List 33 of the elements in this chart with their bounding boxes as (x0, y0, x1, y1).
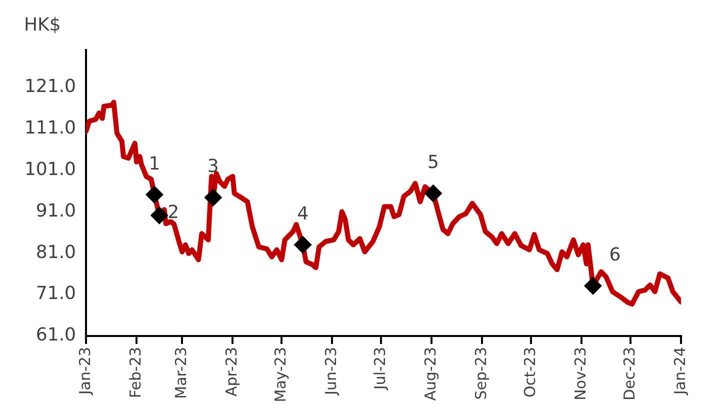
x-tick-label: Feb-23 (126, 347, 144, 398)
x-tick-label: Jun-23 (322, 347, 340, 396)
point (424, 184, 442, 202)
annotation: 3 (207, 156, 219, 178)
point (204, 188, 222, 207)
annotation: 2 (168, 202, 180, 224)
x-tick-label: Dec-23 (620, 347, 638, 401)
annotation: 1 (148, 153, 160, 174)
y-tick-label: 61.0 (36, 324, 76, 346)
x-tick-label: Apr-23 (222, 347, 241, 396)
y-tick-label: 111.0 (24, 117, 76, 138)
annotation: 6 (609, 244, 621, 266)
annotation: 5 (427, 152, 439, 174)
y-tick-label: 81.0 (36, 242, 76, 263)
x-tick-label: Jan-24 (670, 347, 689, 396)
y-tick-label: 121.0 (24, 76, 76, 97)
x-tick-label: Jul-23 (370, 347, 389, 391)
y-tick-label: 91.0 (36, 200, 76, 222)
x-tick-label: Aug-23 (421, 347, 440, 401)
point (584, 276, 602, 295)
x-tick-label: Mar-23 (172, 347, 190, 399)
x-tick-label: Oct-23 (520, 347, 539, 398)
y-axis-title: HK$ (24, 14, 61, 36)
x-tick-label: May-23 (272, 347, 290, 402)
x-tick-label: Jan-23 (76, 347, 94, 396)
x-tick-label: Nov-23 (571, 347, 590, 400)
point (150, 206, 168, 224)
y-tick-label: 71.0 (36, 283, 76, 304)
point (294, 236, 312, 254)
point (145, 186, 164, 204)
x-tick-label: Sep-23 (472, 347, 490, 400)
annotation: 4 (297, 203, 309, 224)
y-tick-label: 101.0 (24, 158, 76, 180)
